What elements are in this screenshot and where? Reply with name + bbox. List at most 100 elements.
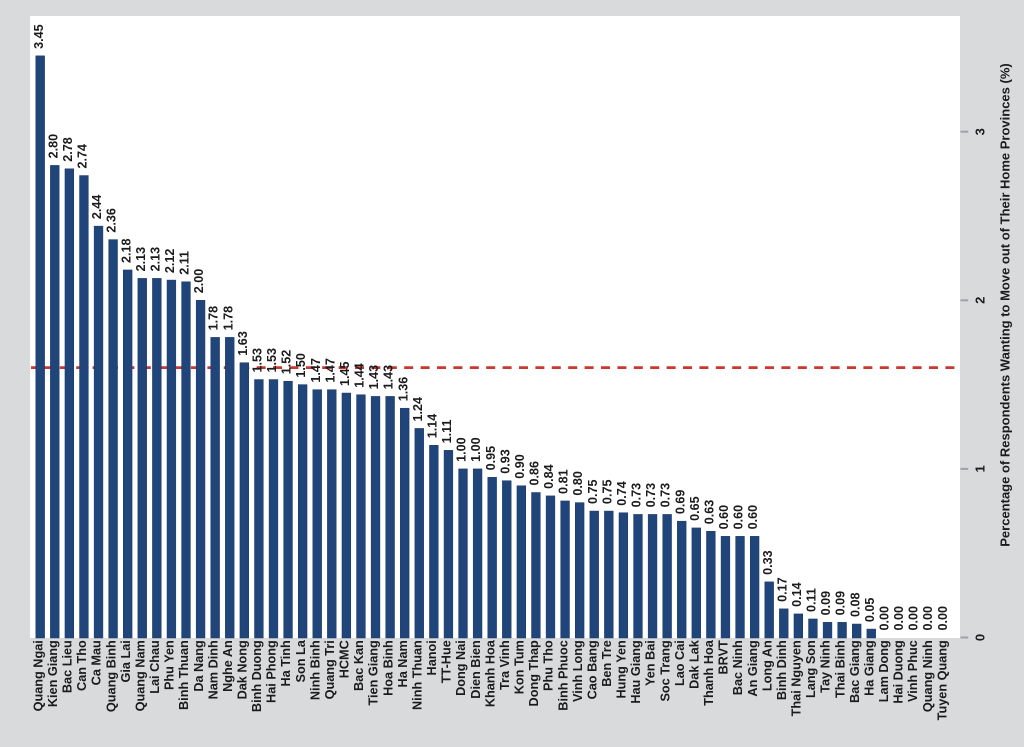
svg-text:2.11: 2.11 [178,251,192,275]
svg-text:0.33: 0.33 [761,550,775,575]
svg-text:0.69: 0.69 [673,490,687,515]
svg-text:Quang Nam: Quang Nam [133,640,147,711]
svg-text:1.50: 1.50 [294,353,308,378]
svg-text:Lao Cai: Lao Cai [673,640,687,686]
svg-text:Nam Dinh: Nam Dinh [206,640,220,699]
svg-text:Ninh Thuan: Ninh Thuan [410,640,424,710]
svg-text:0.73: 0.73 [659,483,673,508]
svg-text:2.13: 2.13 [134,247,148,272]
svg-text:Quang Ninh: Quang Ninh [921,640,935,712]
svg-text:Khanh Hoa: Khanh Hoa [483,639,497,707]
svg-text:Lai Chau: Lai Chau [148,640,162,694]
svg-text:1.47: 1.47 [309,358,323,383]
svg-text:0.00: 0.00 [907,606,921,631]
svg-text:Ca Mau: Ca Mau [90,640,104,685]
svg-text:1.36: 1.36 [396,377,410,402]
svg-text:0.74: 0.74 [615,481,629,506]
svg-text:Hoa Binh: Hoa Binh [381,640,395,696]
svg-text:Hai Phong: Hai Phong [265,640,279,703]
svg-text:Binh Phuoc: Binh Phuoc [556,640,570,710]
svg-text:Phu Yen: Phu Yen [163,640,177,690]
svg-text:HCMC: HCMC [338,640,352,678]
svg-text:Dien Bien: Dien Bien [469,640,483,699]
svg-text:3: 3 [973,128,988,135]
svg-text:1.24: 1.24 [411,397,425,422]
svg-text:Thai Binh: Thai Binh [833,640,847,698]
svg-text:0.00: 0.00 [877,606,891,631]
svg-text:2.00: 2.00 [192,269,206,294]
svg-text:TT-Hue: TT-Hue [440,640,454,683]
svg-text:Quang Ngai: Quang Ngai [31,640,45,711]
svg-text:0.08: 0.08 [848,592,862,617]
svg-text:2.13: 2.13 [148,247,162,272]
svg-text:Bac Ninh: Bac Ninh [731,640,745,695]
svg-text:0.60: 0.60 [717,505,731,530]
svg-text:0.75: 0.75 [586,480,600,505]
svg-text:1.47: 1.47 [323,358,337,383]
svg-text:1.53: 1.53 [251,348,265,373]
svg-text:Vinh Phuc: Vinh Phuc [906,640,920,702]
svg-text:0.63: 0.63 [702,500,716,525]
svg-text:BRVT: BRVT [717,640,731,675]
svg-text:2.80: 2.80 [46,134,60,159]
svg-text:1.11: 1.11 [440,420,454,444]
svg-text:Kon Tum: Kon Tum [513,640,527,694]
svg-text:Binh Dinh: Binh Dinh [775,640,789,700]
svg-text:Dak Lak: Dak Lak [688,639,702,689]
svg-text:0.00: 0.00 [921,606,935,631]
svg-text:Tra Vinh: Tra Vinh [498,640,512,690]
svg-text:Tien Giang: Tien Giang [367,640,381,705]
svg-text:Cao Bang: Cao Bang [585,640,599,699]
svg-text:Dak Nong: Dak Nong [236,640,250,699]
svg-text:0.09: 0.09 [819,591,833,616]
svg-text:Ha Tinh: Ha Tinh [279,640,293,686]
svg-text:An Giang: An Giang [746,640,760,696]
svg-text:Binh Thuan: Binh Thuan [177,640,191,710]
svg-text:Dong Thap: Dong Thap [527,640,541,706]
svg-text:1.43: 1.43 [382,365,396,390]
svg-text:1.43: 1.43 [367,365,381,390]
svg-text:2.36: 2.36 [105,208,119,233]
svg-text:Ben Tre: Ben Tre [600,640,614,687]
svg-text:Dong Nai: Dong Nai [454,640,468,696]
svg-text:Vinh Long: Vinh Long [571,640,585,702]
svg-text:0.17: 0.17 [775,577,789,602]
svg-text:Soc Trang: Soc Trang [658,640,672,701]
svg-text:0.86: 0.86 [528,461,542,486]
svg-text:Kien Giang: Kien Giang [46,640,60,707]
svg-text:Phu Tho: Phu Tho [542,640,556,691]
svg-text:3.45: 3.45 [32,24,46,49]
svg-text:0.09: 0.09 [834,591,848,616]
svg-text:Bac Kan: Bac Kan [352,640,366,691]
svg-text:0.60: 0.60 [746,505,760,530]
svg-text:Bac Lieu: Bac Lieu [61,640,75,693]
svg-text:Binh Duong: Binh Duong [250,640,264,712]
svg-text:0.75: 0.75 [600,480,614,505]
svg-text:0.84: 0.84 [542,464,556,489]
svg-text:1.53: 1.53 [265,348,279,373]
svg-text:0.81: 0.81 [557,469,571,494]
svg-text:1.78: 1.78 [207,306,221,331]
svg-text:Nghe An: Nghe An [221,640,235,692]
svg-text:Can Tho: Can Tho [75,640,89,691]
svg-text:0.90: 0.90 [513,454,527,479]
svg-text:Quang Binh: Quang Binh [104,640,118,712]
svg-text:1.14: 1.14 [425,414,439,439]
svg-text:Hau Giang: Hau Giang [629,640,643,703]
svg-text:0.80: 0.80 [571,471,585,496]
svg-text:2.44: 2.44 [90,195,104,220]
svg-text:0: 0 [973,634,988,641]
svg-text:0.14: 0.14 [790,582,804,607]
svg-text:1.44: 1.44 [353,363,367,388]
svg-text:0.73: 0.73 [644,483,658,508]
svg-text:Percentage of Respondents Want: Percentage of Respondents Wanting to Mov… [998,63,1013,546]
svg-text:0.00: 0.00 [892,606,906,631]
svg-text:0.05: 0.05 [863,598,877,623]
svg-text:Tay Ninh: Tay Ninh [819,640,833,693]
svg-text:1.52: 1.52 [280,350,294,375]
svg-text:1.78: 1.78 [221,306,235,331]
svg-text:0.00: 0.00 [936,606,950,631]
svg-text:Hung Yen: Hung Yen [615,640,629,698]
svg-text:Yen Bai: Yen Bai [644,640,658,686]
svg-text:1.00: 1.00 [469,437,483,462]
